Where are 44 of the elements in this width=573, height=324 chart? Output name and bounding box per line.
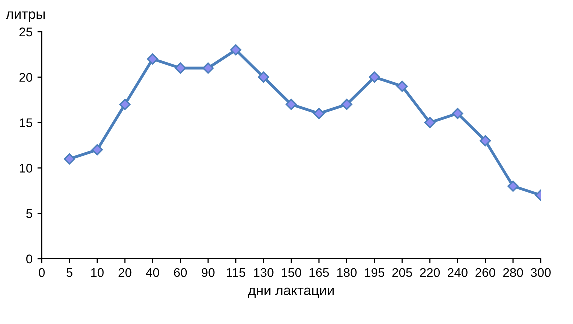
x-tick-label: 205 (392, 268, 412, 278)
x-tick-label: 280 (503, 268, 524, 278)
x-tick-label: 10 (91, 268, 104, 278)
point (92, 144, 104, 156)
x-tick-label: 180 (337, 268, 357, 278)
x-tick-label: 90 (202, 268, 215, 278)
point (120, 99, 131, 110)
y-tick-label: 0 (26, 254, 32, 264)
point (369, 72, 380, 84)
point (396, 80, 408, 92)
point (258, 72, 270, 84)
x-tick-label: 260 (476, 268, 496, 278)
x-tick-label: 130 (254, 268, 274, 278)
point (424, 117, 436, 128)
x-tick-label: 115 (227, 268, 246, 278)
x-tick-label: 60 (174, 268, 188, 278)
x-tick-label: 0 (39, 268, 45, 278)
x-tick-label: 165 (310, 268, 330, 278)
point (341, 99, 353, 110)
point (452, 108, 464, 120)
y-tick-label: 20 (20, 73, 32, 82)
x-tick-label: 195 (365, 268, 385, 278)
y-tick-label: 10 (20, 164, 32, 173)
point (147, 54, 158, 65)
point (64, 154, 76, 165)
y-axis-title: литры (6, 12, 45, 22)
y-tick-label: 5 (26, 210, 32, 218)
point (286, 99, 298, 110)
x-tick-label: 20 (118, 268, 132, 278)
y-tick-label: 15 (20, 118, 32, 128)
x-tick-label: 40 (146, 268, 160, 278)
point (175, 62, 186, 74)
y-tick-label: 25 (20, 28, 32, 37)
x-tick-label: 220 (420, 268, 440, 278)
x-tick-label: 150 (282, 268, 302, 278)
x-axis-title: дни лактации (248, 288, 334, 298)
point (508, 180, 519, 192)
x-tick-label: 5 (66, 268, 73, 278)
point (480, 135, 492, 147)
point (230, 44, 242, 56)
point (314, 108, 325, 120)
x-tick-label: 300 (531, 268, 551, 278)
x-tick-label: 240 (448, 268, 468, 278)
point (202, 62, 214, 74)
